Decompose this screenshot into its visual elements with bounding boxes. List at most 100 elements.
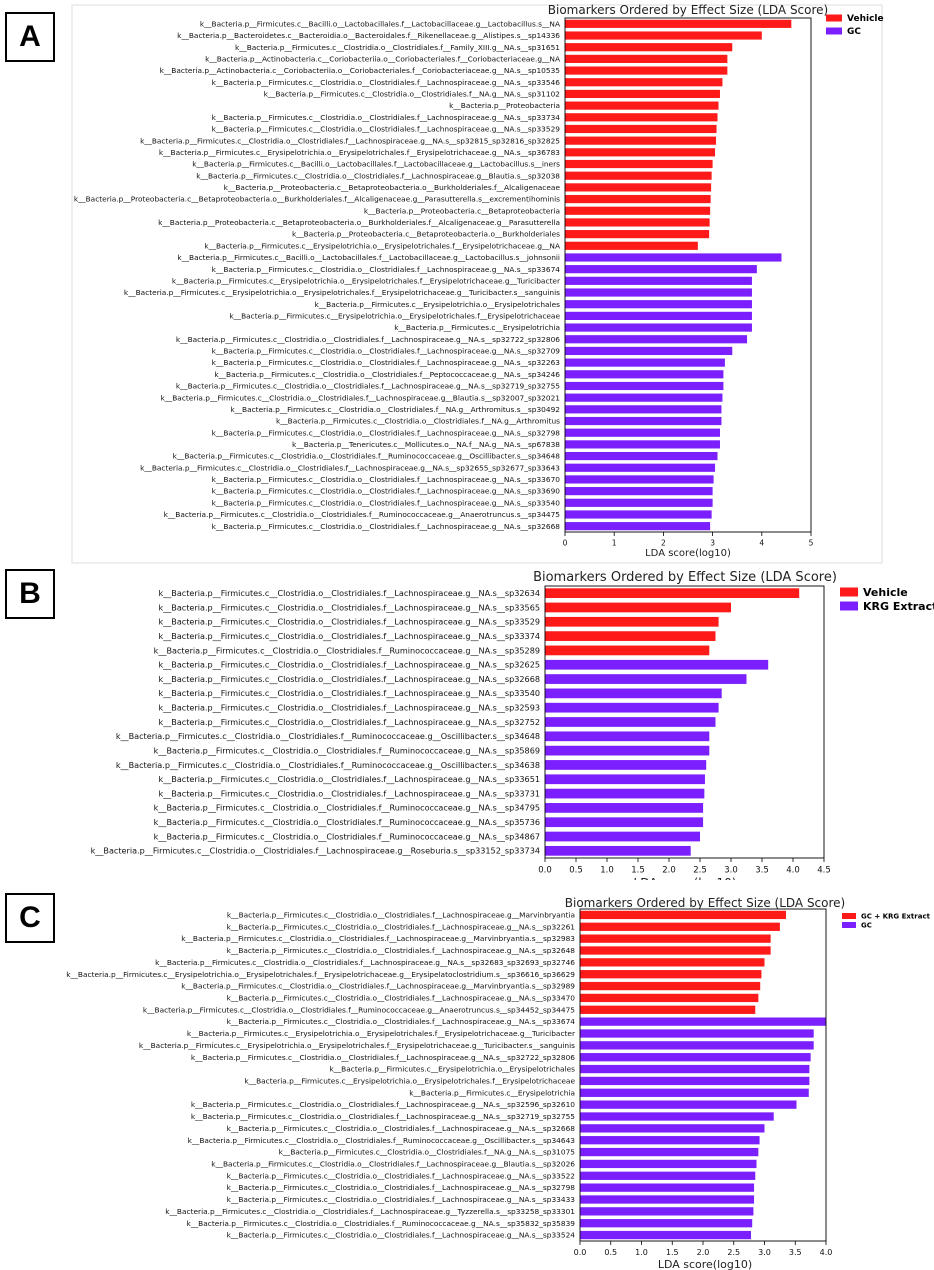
category-label: k__Bacteria.p__Firmicutes.c__Erysipelotr… <box>124 288 560 297</box>
category-label: k__Bacteria.p__Firmicutes.c__Clostridia.… <box>159 660 540 670</box>
category-label: k__Bacteria.p__Firmicutes.c__Clostridia.… <box>227 994 576 1003</box>
bar <box>565 393 723 402</box>
bar <box>580 1171 756 1180</box>
bar <box>565 206 711 215</box>
category-label: k__Bacteria.p__Firmicutes.c__Erysipelotr… <box>315 300 561 309</box>
panel-c: C Biomarkers Ordered by Effect Size (LDA… <box>0 880 934 1270</box>
bar <box>580 970 762 979</box>
category-label: k__Bacteria.p__Proteobacteria.c__Betapro… <box>364 206 560 215</box>
bar <box>580 934 771 943</box>
bar <box>545 702 719 713</box>
category-label: k__Bacteria.p__Firmicutes.c__Clostridia.… <box>155 958 575 967</box>
bar <box>565 31 762 40</box>
category-label: k__Bacteria.p__Firmicutes.c__Clostridia.… <box>235 43 560 52</box>
category-label: k__Bacteria.p__Firmicutes.c__Clostridia.… <box>140 463 560 472</box>
bar <box>545 602 731 613</box>
bar <box>580 1207 754 1216</box>
chart-title: Biomarkers Ordered by Effect Size (LDA S… <box>548 3 828 17</box>
legend-label: GC <box>861 922 872 930</box>
x-tick-label: 5 <box>809 539 814 548</box>
x-tick-label: 3.0 <box>758 1248 771 1257</box>
category-label: k__Bacteria.p__Firmicutes.c__Clostridia.… <box>212 125 561 134</box>
category-label: k__Bacteria.p__Firmicutes.c__Clostridia.… <box>212 347 561 356</box>
category-label: k__Bacteria.p__Firmicutes.c__Clostridia.… <box>214 370 560 379</box>
panel-a: A Biomarkers Ordered by Effect Size (LDA… <box>0 0 934 566</box>
bar <box>565 171 712 180</box>
category-label: k__Bacteria.p__Firmicutes.c__Clostridia.… <box>227 1183 576 1192</box>
legend-swatch <box>840 587 858 597</box>
panel-c-letter: C <box>5 893 55 943</box>
bar <box>565 381 724 391</box>
category-label: k__Bacteria.p__Firmicutes.c__Clostridia.… <box>159 602 540 612</box>
category-label: k__Bacteria.p__Firmicutes.c__Erysipelotr… <box>409 1088 575 1097</box>
category-label: k__Bacteria.p__Firmicutes.c__Clostridia.… <box>212 78 561 87</box>
category-label: k__Bacteria.p__Firmicutes.c__Clostridia.… <box>212 487 561 496</box>
bar <box>545 817 704 828</box>
category-label: k__Bacteria.p__Actinobacteria.c__Corioba… <box>160 66 561 75</box>
panel-a-letter: A <box>5 12 55 62</box>
bar <box>565 498 713 507</box>
legend-swatch <box>826 14 842 22</box>
panel-b: B Biomarkers Ordered by Effect Size (LDA… <box>0 566 934 880</box>
category-label: k__Bacteria.p__Firmicutes.c__Clostridia.… <box>196 171 560 180</box>
bar <box>565 487 713 496</box>
category-label: k__Bacteria.p__Firmicutes.c__Clostridia.… <box>276 417 560 426</box>
category-label: k__Bacteria.p__Firmicutes.c__Clostridia.… <box>164 510 561 519</box>
chart-title: Biomarkers Ordered by Effect Size (LDA S… <box>565 896 845 910</box>
category-label: k__Bacteria.p__Firmicutes.c__Clostridia.… <box>212 358 561 367</box>
legend-label: Vehicle <box>847 14 884 24</box>
x-tick-label: 1.0 <box>600 866 614 876</box>
category-label: k__Bacteria.p__Firmicutes.c__Clostridia.… <box>159 588 540 598</box>
plot-area-frame <box>544 585 825 859</box>
bar <box>580 1230 751 1240</box>
legend-label: Vehicle <box>863 586 908 599</box>
category-label: k__Bacteria.p__Firmicutes.c__Erysipelotr… <box>394 323 560 332</box>
category-label: k__Bacteria.p__Proteobacteria.c__Betapro… <box>292 230 560 239</box>
category-label: k__Bacteria.p__Firmicutes.c__Clostridia.… <box>181 934 575 943</box>
category-label: k__Bacteria.p__Firmicutes.c__Clostridia.… <box>181 982 575 991</box>
bar <box>565 159 713 169</box>
bar <box>545 760 707 770</box>
bar <box>565 346 733 356</box>
category-label: k__Bacteria.p__Firmicutes.c__Clostridia.… <box>154 817 540 827</box>
category-label: k__Bacteria.p__Firmicutes.c__Clostridia.… <box>191 1053 575 1062</box>
chart-b: Biomarkers Ordered by Effect Size (LDA S… <box>91 570 934 880</box>
bar <box>545 845 691 856</box>
category-label: k__Bacteria.p__Proteobacteria.c__Betapro… <box>158 218 560 227</box>
category-label: k__Bacteria.p__Firmicutes.c__Clostridia.… <box>159 717 540 727</box>
category-label: k__Bacteria.p__Firmicutes.c__Clostridia.… <box>154 831 540 841</box>
x-tick-label: 3.0 <box>724 866 738 876</box>
bar <box>565 405 722 414</box>
chart-a: Biomarkers Ordered by Effect Size (LDA S… <box>71 3 884 564</box>
x-tick-label: 3.5 <box>789 1248 802 1257</box>
category-label: k__Bacteria.p__Firmicutes.c__Erysipelotr… <box>204 241 560 250</box>
x-tick-label: 4 <box>759 539 764 548</box>
category-label: k__Bacteria.p__Firmicutes.c__Clostridia.… <box>165 1207 575 1216</box>
bar <box>580 1100 797 1109</box>
category-label: k__Bacteria.p__Firmicutes.c__Clostridia.… <box>227 911 575 920</box>
bar <box>565 136 717 145</box>
bar <box>565 43 733 52</box>
bar <box>565 241 698 250</box>
category-label: k__Bacteria.p__Proteobacteria.c__Betapro… <box>74 195 560 204</box>
x-tick-label: 0.5 <box>569 866 583 876</box>
bar <box>580 1159 757 1169</box>
category-label: k__Bacteria.p__Firmicutes.c__Clostridia.… <box>159 688 540 698</box>
x-tick-label: 1.0 <box>635 1248 648 1257</box>
bar <box>565 323 752 332</box>
category-label: k__Bacteria.p__Firmicutes.c__Erysipelotr… <box>172 276 561 285</box>
bar <box>545 803 704 813</box>
legend-label: GC <box>847 27 861 37</box>
bar <box>545 774 705 785</box>
bar <box>545 745 710 756</box>
bar <box>565 113 718 122</box>
bar <box>545 616 719 627</box>
bar <box>565 288 752 297</box>
x-tick-label: 2 <box>661 539 666 548</box>
bar <box>565 218 710 227</box>
legend-label: KRG Extract <box>863 600 934 613</box>
bar <box>580 1136 760 1145</box>
x-tick-label: 0.0 <box>574 1248 587 1257</box>
figure-frame <box>71 4 883 564</box>
x-axis-label: LDA score(log10) <box>645 548 731 559</box>
